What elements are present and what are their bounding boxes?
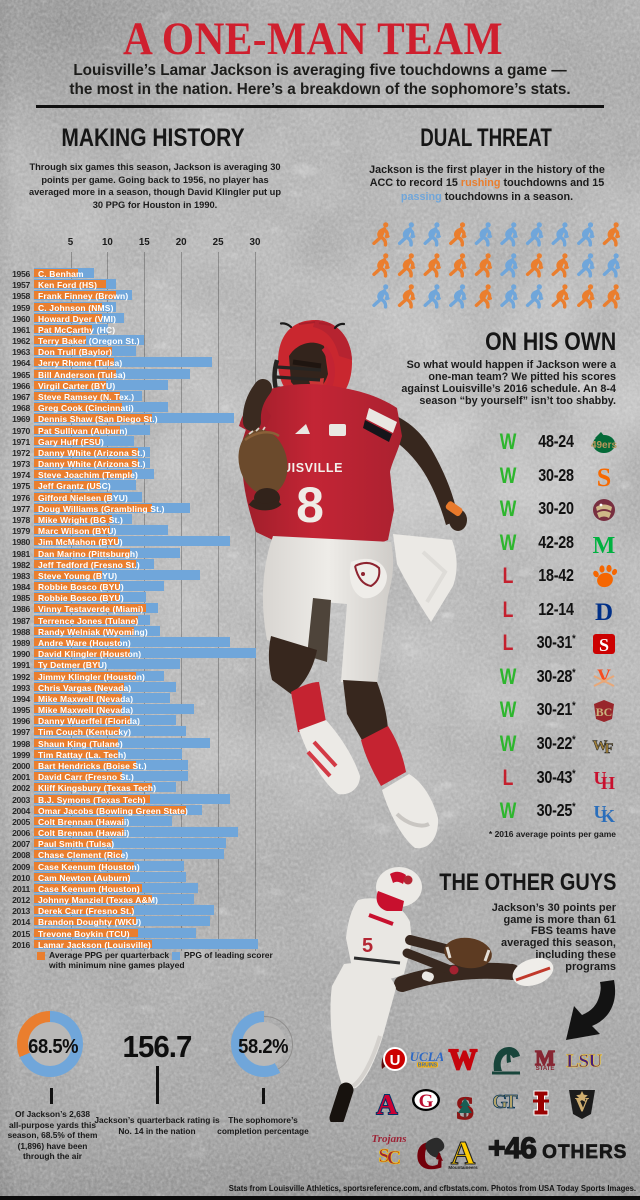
svg-text:Mountaineers: Mountaineers <box>448 1165 478 1170</box>
svg-text:F: F <box>604 741 613 757</box>
svg-text:BC: BC <box>596 705 613 719</box>
svg-text:A: A <box>377 1089 398 1121</box>
svg-text:D: D <box>595 599 613 624</box>
svg-text:M: M <box>593 533 616 557</box>
svg-text:U: U <box>390 1052 401 1069</box>
svg-text:H: H <box>601 773 615 792</box>
svg-text:S: S <box>597 464 611 490</box>
svg-text:Trojans: Trojans <box>371 1133 406 1145</box>
svg-text:S: S <box>599 635 609 655</box>
svg-text:C: C <box>387 1147 401 1168</box>
svg-text:T: T <box>504 1091 518 1113</box>
svg-text:W: W <box>449 1045 477 1074</box>
svg-text:LSU: LSU <box>566 1051 602 1072</box>
svg-text:K: K <box>601 806 615 825</box>
svg-text:BRUINS: BRUINS <box>418 1063 438 1069</box>
svg-text:5: 5 <box>362 935 373 957</box>
svg-text:G: G <box>419 1091 434 1112</box>
svg-text:STATE: STATE <box>536 1066 555 1072</box>
svg-text:49ers: 49ers <box>591 440 617 451</box>
